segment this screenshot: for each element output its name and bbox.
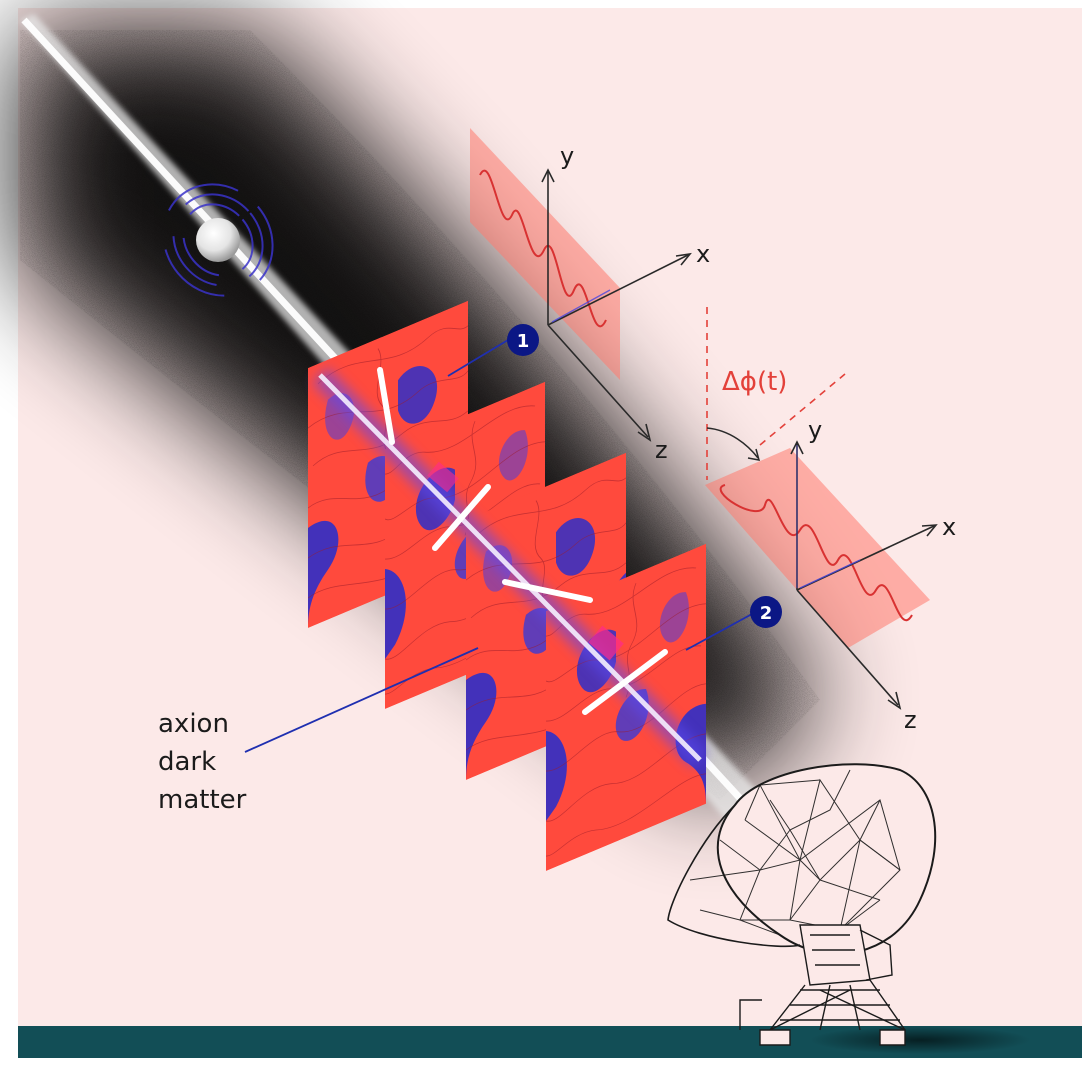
- polarization-bar-4: [582, 649, 668, 715]
- axis-y2-label: y: [808, 416, 822, 444]
- telescope-shadow: [810, 1026, 1030, 1054]
- wave-plane-1: [470, 128, 620, 380]
- wave-plane-2: [705, 448, 930, 648]
- dm-label-line-3: matter: [158, 785, 247, 815]
- pulsar-icon: [162, 183, 274, 297]
- dm-label-line-1: axion: [158, 709, 229, 739]
- radio-telescope-icon: [667, 763, 937, 1046]
- dm-label-line-2: dark: [158, 747, 216, 777]
- axion-dark-matter-label: axion dark matter: [158, 647, 479, 815]
- polarization-bars: [377, 367, 668, 715]
- marker-2-label: 2: [760, 603, 773, 624]
- phase-shift-label: Δϕ(t): [722, 367, 787, 397]
- axis-z2-label: z: [904, 706, 917, 734]
- polarization-plane-1: y x z: [470, 128, 710, 464]
- phase-shift-annotation: Δϕ(t): [706, 307, 846, 480]
- wave-curve-2: [719, 484, 913, 622]
- beam-through-patches: [312, 367, 708, 768]
- axis-y1-label: y: [560, 142, 574, 170]
- axis-z1-label: z: [655, 436, 668, 464]
- marker-1: 1: [447, 324, 539, 377]
- axis-z2-line: [796, 589, 899, 706]
- polarization-bar-3: [502, 579, 593, 603]
- axis-x1-line: [547, 254, 689, 326]
- axis-x2-label: x: [942, 513, 956, 541]
- axis-z1-line: [547, 324, 649, 438]
- polarization-bar-2: [432, 484, 491, 551]
- marker-1-label: 1: [517, 331, 530, 352]
- wave-curve-1: [479, 169, 607, 328]
- polarization-bar-1: [377, 367, 395, 445]
- marker-2: 2: [685, 596, 782, 651]
- polarization-plane-2: y x z: [705, 416, 956, 734]
- axis-x1-label: x: [696, 240, 710, 268]
